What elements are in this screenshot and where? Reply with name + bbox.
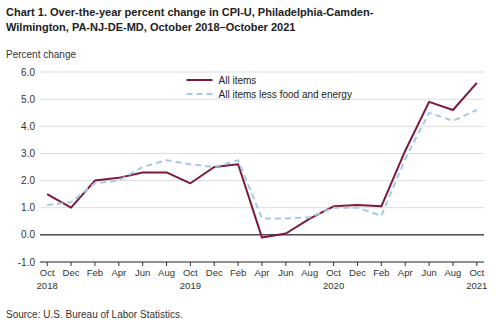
source: Source: U.S. Bureau of Labor Statistics. (6, 309, 183, 320)
series-line (47, 83, 477, 238)
x-tick-label: Jun (278, 267, 293, 278)
y-tick-label: 5.0 (21, 94, 35, 105)
x-tick (262, 262, 263, 266)
lines (47, 83, 477, 238)
x-tick (142, 262, 143, 266)
y-tick-label: 0.0 (21, 229, 35, 240)
legend-label: All items (219, 75, 257, 86)
x-tick-label: Dec (349, 267, 366, 278)
grid-line (40, 207, 484, 208)
x-tick-label: Oct (469, 267, 484, 278)
x-tick (429, 262, 430, 266)
y-tick-label: 1.0 (21, 202, 35, 213)
y-tick-label: 2.0 (21, 175, 35, 186)
series-line (47, 110, 477, 219)
x-tick-label: Aug (158, 267, 175, 278)
x-tick-label: Oct (40, 267, 55, 278)
x-tick (166, 262, 167, 266)
x-tick (71, 262, 72, 266)
x-tick-label: Feb (230, 267, 246, 278)
legend-swatch (187, 93, 213, 95)
y-tick-label: 3.0 (21, 148, 35, 159)
grid-line (40, 153, 484, 154)
x-tick-label: Jun (135, 267, 150, 278)
x-tick-label: Apr (398, 267, 413, 278)
x-year-label: 2020 (323, 280, 344, 291)
x-tick (381, 262, 382, 266)
x-tick (118, 262, 119, 266)
chart: Chart 1. Over-the-year percent change in… (0, 0, 496, 326)
legend-label: All items less food and energy (219, 89, 352, 100)
x-year-label: 2021 (466, 280, 487, 291)
title: Chart 1. Over-the-year percent change in… (6, 6, 374, 18)
x-tick (285, 262, 286, 266)
x-tick-label: Apr (111, 267, 126, 278)
y-tick-label: 6.0 (21, 67, 35, 78)
x-tick (405, 262, 406, 266)
x-tick (190, 262, 191, 266)
x-tick-label: Jun (421, 267, 436, 278)
x-tick-label: Aug (445, 267, 462, 278)
x-tick-label: Apr (255, 267, 270, 278)
x-tick (452, 262, 453, 266)
x-tick (238, 262, 239, 266)
x-year-label: 2018 (37, 280, 58, 291)
legend: All items All items less food and energy (187, 75, 352, 100)
x-tick-label: Oct (326, 267, 341, 278)
x-tick (94, 262, 95, 266)
x-tick-label: Feb (87, 267, 103, 278)
y-axis-label: Percent change (6, 49, 76, 60)
x-tick (214, 262, 215, 266)
x-year-label: 2019 (180, 280, 201, 291)
grid-line (40, 72, 484, 73)
x-tick (333, 262, 334, 266)
legend-swatch (187, 79, 213, 81)
subtitle: Wilmington, PA-NJ-DE-MD, October 2018–Oc… (6, 21, 295, 33)
grid (40, 72, 484, 262)
x-tick (357, 262, 358, 266)
x-tick-label: Feb (373, 267, 389, 278)
y-tick-label: 4.0 (21, 121, 35, 132)
x-tick-label: Oct (183, 267, 198, 278)
y-tick-label: -1.0 (18, 257, 36, 268)
x-tick-label: Dec (206, 267, 223, 278)
x-tick-label: Aug (301, 267, 318, 278)
x-tick (309, 262, 310, 266)
x-tick (476, 262, 477, 266)
x-tick (47, 262, 48, 266)
x-tick-label: Dec (63, 267, 80, 278)
